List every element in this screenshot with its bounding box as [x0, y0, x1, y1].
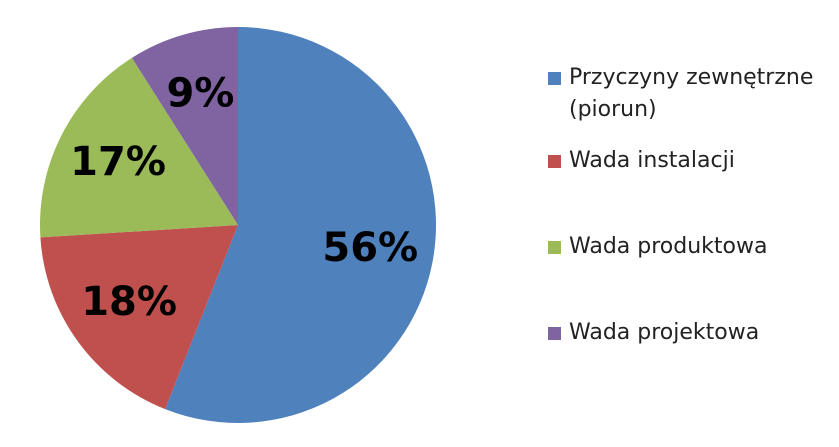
legend-swatch [548, 327, 561, 340]
pie-slice [165, 27, 436, 423]
legend-label: Wada projektowa [569, 320, 760, 345]
pie-slice [40, 57, 238, 238]
data-label: 9% [166, 71, 234, 117]
pie-slice [40, 225, 238, 410]
legend-item: Wada instalacji [548, 145, 828, 177]
legend-swatch [548, 155, 561, 168]
legend-label: Przyczyny zewnętrzne (piorun) [569, 65, 814, 122]
data-label: 18% [81, 279, 177, 325]
legend-swatch [548, 72, 561, 85]
data-label: 56% [322, 225, 418, 271]
legend-item: Przyczyny zewnętrzne (piorun) [548, 62, 828, 126]
legend-label: Wada instalacji [569, 148, 735, 173]
legend-item: Wada projektowa [548, 317, 828, 349]
legend-label: Wada produktowa [569, 234, 768, 259]
legend-swatch [548, 241, 561, 254]
legend-item: Wada produktowa [548, 231, 828, 263]
pie-slice [131, 27, 238, 225]
data-label: 17% [70, 139, 166, 185]
